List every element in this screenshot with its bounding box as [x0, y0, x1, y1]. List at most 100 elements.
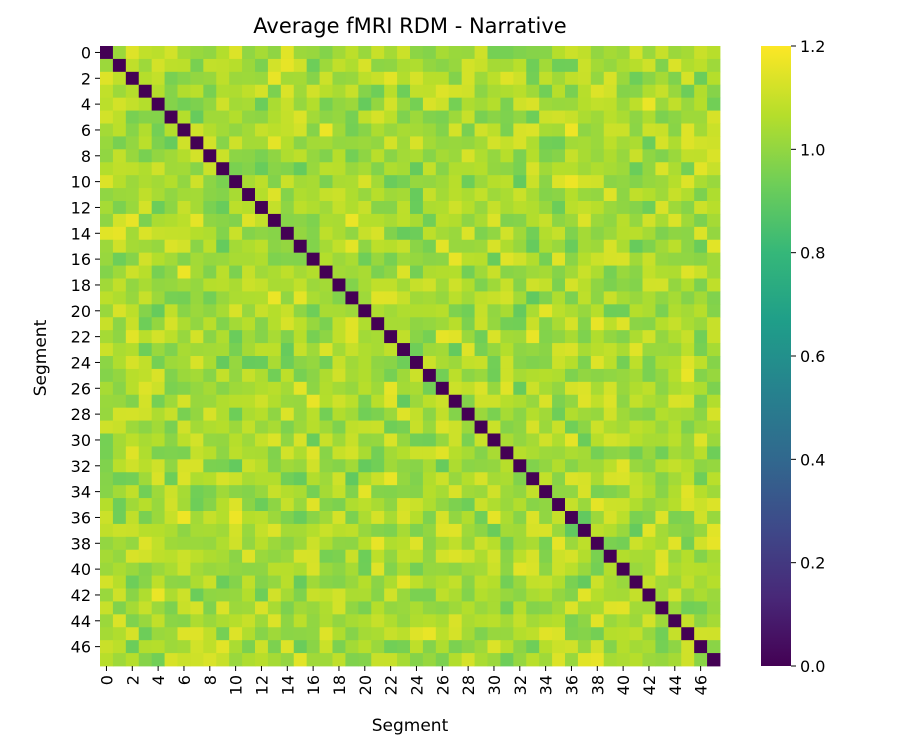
heatmap-cell: [668, 84, 682, 99]
heatmap-cell: [332, 317, 346, 331]
heatmap-cell: [397, 226, 411, 241]
heatmap-cell: [358, 472, 372, 486]
heatmap-cell: [255, 330, 269, 344]
heatmap-cell: [100, 472, 114, 486]
heatmap-cell: [397, 188, 411, 202]
heatmap-cell: [280, 601, 295, 615]
heatmap-cell: [306, 201, 320, 215]
heatmap-cell: [694, 356, 708, 370]
heatmap-cell: [448, 291, 463, 305]
heatmap-cell: [539, 420, 553, 434]
heatmap-cell: [345, 123, 359, 137]
heatmap-cell: [487, 291, 501, 305]
heatmap-cell: [190, 278, 204, 292]
heatmap-cell: [242, 381, 256, 396]
heatmap-cell: [410, 368, 424, 383]
heatmap-cell: [655, 252, 669, 266]
heatmap-cell: [707, 304, 721, 318]
heatmap-cell: [332, 123, 346, 137]
heatmap-cell: [358, 511, 372, 525]
heatmap-cell: [164, 575, 178, 589]
heatmap-cell: [255, 446, 269, 460]
heatmap-cell: [216, 317, 230, 331]
heatmap-cell: [190, 84, 204, 99]
heatmap-cell: [280, 252, 295, 266]
heatmap-cell: [500, 640, 514, 654]
colorbar-tick-label: 1.0: [800, 140, 825, 159]
heatmap-cell: [422, 226, 437, 241]
heatmap-cell: [190, 71, 204, 86]
heatmap-cell: [100, 46, 114, 60]
heatmap-cell: [177, 239, 191, 254]
heatmap-cell: [410, 71, 424, 86]
heatmap-cell: [397, 640, 411, 654]
heatmap-cell: [397, 162, 411, 176]
heatmap-cell: [526, 472, 540, 486]
heatmap-cell: [371, 304, 385, 318]
heatmap-cell: [616, 640, 630, 654]
heatmap-cell: [229, 407, 243, 421]
heatmap-cell: [655, 201, 669, 215]
heatmap-cell: [112, 188, 127, 202]
heatmap-cell: [280, 485, 295, 499]
heatmap-cell: [642, 265, 656, 279]
heatmap-cell: [384, 549, 398, 564]
heatmap-cell: [565, 394, 579, 409]
heatmap-cell: [112, 588, 127, 602]
heatmap-cell: [164, 330, 178, 344]
heatmap-cell: [112, 226, 127, 241]
heatmap-cell: [474, 368, 488, 383]
heatmap-cell: [345, 498, 359, 512]
heatmap-cell: [100, 278, 114, 292]
heatmap-cell: [461, 433, 475, 447]
heatmap-cell: [177, 201, 191, 215]
heatmap-cell: [358, 304, 372, 318]
heatmap-cell: [694, 175, 708, 189]
heatmap-cell: [267, 498, 282, 512]
heatmap-cell: [539, 330, 553, 344]
heatmap-cell: [280, 265, 295, 279]
heatmap-cell: [526, 252, 540, 266]
heatmap-cell: [681, 201, 695, 215]
heatmap-cell: [448, 97, 463, 111]
heatmap-cell: [397, 71, 411, 86]
heatmap-cell: [255, 265, 269, 279]
heatmap-cell: [422, 356, 437, 370]
heatmap-cell: [216, 627, 230, 641]
heatmap-cell: [707, 175, 721, 189]
heatmap-cell: [190, 536, 204, 551]
heatmap-cell: [513, 601, 527, 615]
heatmap-cell: [513, 485, 527, 499]
heatmap-cell: [358, 188, 372, 202]
heatmap-cell: [203, 46, 217, 60]
heatmap-cell: [616, 71, 630, 86]
heatmap-cell: [100, 304, 114, 318]
heatmap-cell: [229, 549, 243, 564]
heatmap-cell: [655, 511, 669, 525]
heatmap-cell: [358, 175, 372, 189]
heatmap-cell: [500, 536, 514, 551]
heatmap-cell: [577, 213, 592, 228]
heatmap-cell: [242, 71, 256, 86]
heatmap-cell: [100, 162, 114, 176]
heatmap-cell: [590, 588, 605, 602]
heatmap-cell: [255, 149, 269, 163]
heatmap-cell: [590, 201, 605, 215]
heatmap-cell: [513, 265, 527, 279]
heatmap-cell: [603, 627, 618, 641]
heatmap-cell: [474, 498, 488, 512]
heatmap-cell: [474, 175, 488, 189]
heatmap-cell: [177, 511, 191, 525]
heatmap-cell: [552, 304, 566, 318]
heatmap-cell: [332, 213, 346, 228]
heatmap-cell: [474, 433, 488, 447]
heatmap-cell: [332, 291, 346, 305]
heatmap-cell: [642, 97, 656, 111]
heatmap-cell: [435, 653, 450, 667]
heatmap-cell: [190, 368, 204, 383]
heatmap-cell: [138, 175, 153, 189]
heatmap-cell: [138, 123, 153, 137]
heatmap-cell: [474, 226, 488, 241]
heatmap-cell: [332, 149, 346, 163]
heatmap-cell: [668, 433, 682, 447]
